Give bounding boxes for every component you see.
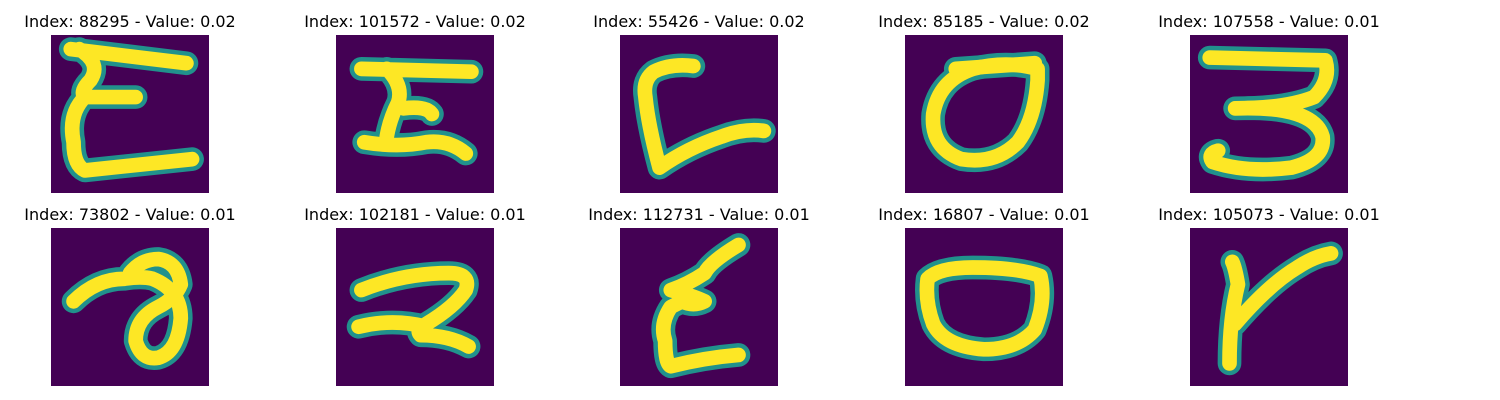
digit-image xyxy=(51,228,209,386)
panel-8: Index: 112731 - Value: 0.01 xyxy=(569,205,829,395)
stroke-core xyxy=(637,57,772,175)
digit-image xyxy=(620,35,778,193)
glyph xyxy=(633,53,776,180)
digit-image xyxy=(905,228,1063,386)
panel-6: Index: 73802 - Value: 0.01 xyxy=(0,205,260,395)
glyph xyxy=(346,261,481,359)
glyph xyxy=(61,247,193,370)
digit-image xyxy=(336,35,494,193)
panel-title: Index: 101572 - Value: 0.02 xyxy=(304,12,526,31)
stroke-core xyxy=(1222,246,1339,371)
stroke-core xyxy=(948,55,1043,77)
glyph xyxy=(921,51,1050,173)
panel-title: Index: 102181 - Value: 0.01 xyxy=(304,205,526,224)
glyph xyxy=(349,57,484,166)
glyph xyxy=(58,37,204,183)
stroke-core xyxy=(66,251,189,366)
panel-1: Index: 88295 - Value: 0.02 xyxy=(0,12,260,202)
panel-title: Index: 105073 - Value: 0.01 xyxy=(1158,205,1380,224)
glyph xyxy=(651,233,751,379)
stroke-core xyxy=(655,237,746,374)
panel-title: Index: 55426 - Value: 0.02 xyxy=(593,12,805,31)
glyph xyxy=(1217,241,1343,376)
stroke-core xyxy=(354,61,479,161)
panel-title: Index: 112731 - Value: 0.01 xyxy=(588,205,810,224)
glyph xyxy=(1197,45,1339,182)
panel-title: Index: 107558 - Value: 0.01 xyxy=(1158,12,1380,31)
panel-4: Index: 85185 - Value: 0.02 xyxy=(854,12,1114,202)
panel-title: Index: 88295 - Value: 0.02 xyxy=(24,12,236,31)
panel-title: Index: 73802 - Value: 0.01 xyxy=(24,205,236,224)
panel-5: Index: 107558 - Value: 0.01 xyxy=(1139,12,1399,202)
digit-image xyxy=(1190,35,1348,193)
digit-image xyxy=(905,35,1063,193)
panel-3: Index: 55426 - Value: 0.02 xyxy=(569,12,829,202)
stroke-core xyxy=(63,41,200,178)
digit-image xyxy=(1190,228,1348,386)
glyph xyxy=(915,255,1055,362)
stroke-core xyxy=(919,260,1050,357)
panel-9: Index: 16807 - Value: 0.01 xyxy=(854,205,1114,395)
stroke-core xyxy=(351,265,476,354)
stroke-core xyxy=(1202,50,1335,177)
panel-2: Index: 101572 - Value: 0.02 xyxy=(285,12,545,202)
panel-10: Index: 105073 - Value: 0.01 xyxy=(1139,205,1399,395)
digit-image xyxy=(51,35,209,193)
panel-title: Index: 16807 - Value: 0.01 xyxy=(878,205,1090,224)
digit-image xyxy=(620,228,778,386)
digit-image xyxy=(336,228,494,386)
panel-7: Index: 102181 - Value: 0.01 xyxy=(285,205,545,395)
panel-title: Index: 85185 - Value: 0.02 xyxy=(878,12,1090,31)
